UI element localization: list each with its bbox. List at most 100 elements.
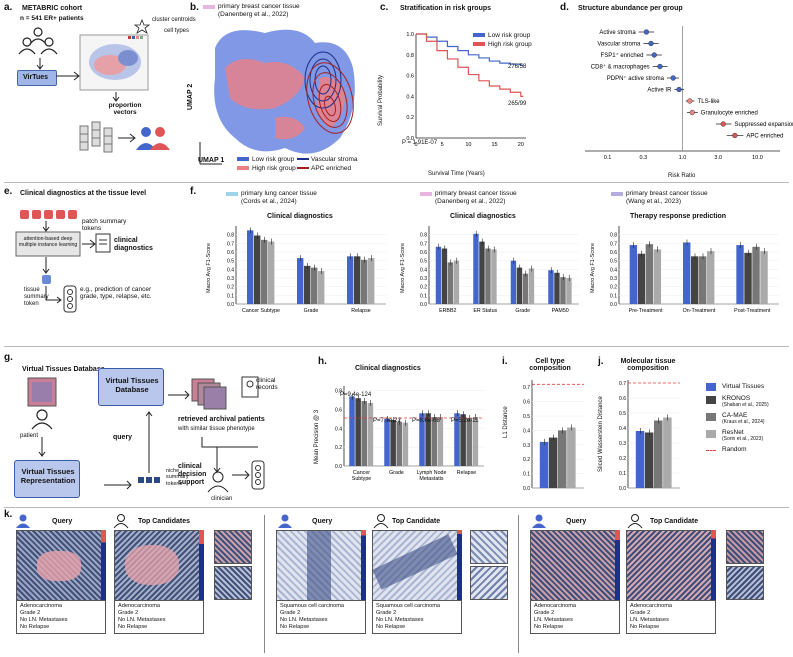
surv-legend-low-swatch <box>473 33 485 37</box>
surv-xlabel: Survival Time (Years) <box>428 171 485 177</box>
bar-kronos <box>644 432 654 488</box>
survival-line-high <box>416 33 524 97</box>
legend-apc-swatch <box>297 167 309 169</box>
retrieved-label: retrieved archival patients <box>178 416 265 423</box>
k2-query-caption: Squamous cell carcinoma Grade 2 No LN. Met… <box>276 600 366 634</box>
k1-c-line: No LN. Metastases <box>118 616 166 623</box>
legend-low-swatch <box>237 157 249 161</box>
x-tick-label: Lymph Node <box>417 470 447 476</box>
x-tick-label: 0.3 <box>639 155 647 161</box>
x-tick-label: Cancer Subtype <box>242 308 280 314</box>
k2-c-line: Grade 2 <box>376 609 397 616</box>
bar-ca-mae <box>752 246 760 304</box>
bar-resnet <box>368 258 375 304</box>
records-label: clinical records <box>256 377 278 392</box>
i-bar-chart: 0.0 0.1 0.2 0.3 0.4 0.5 0.6 0.7 <box>523 380 584 492</box>
legend-camae: CA-MAE <box>722 412 748 419</box>
umap-axes-arrows <box>199 142 222 165</box>
x-tick-label: 20 <box>518 142 524 148</box>
x-tick-label: Grade <box>389 470 404 476</box>
bar-resnet <box>367 402 374 466</box>
f1-title: Clinical diagnostics <box>267 213 333 220</box>
bar-ca-mae <box>261 239 268 304</box>
bar-virtual-tissues <box>736 245 744 304</box>
legend-resnet-swatch <box>706 430 716 438</box>
bar-kronos <box>554 272 560 304</box>
candidate-patient-icon <box>627 514 643 529</box>
k1-cand2-tissue <box>214 530 252 564</box>
bar-kronos <box>254 235 261 304</box>
panel-e-title: Clinical diagnostics at the tissue level <box>20 190 147 197</box>
y-tick-label: 0.6 <box>523 400 530 406</box>
k3-cand2-tissue <box>726 530 764 564</box>
f2-bar-chart: 0.0 0.1 0.2 0.3 0.4 0.5 0.6 0.7 0.8 ERBB2 ER Statu… <box>420 226 579 314</box>
y-tick-label: 0.2 <box>406 115 414 121</box>
bar-resnet <box>653 249 662 304</box>
decision-label: clinical decision support <box>178 463 207 487</box>
structure-label: Vascular stroma <box>597 42 641 48</box>
k3-cand-tissue <box>626 530 712 602</box>
k1-q-line: Adenocarcinoma <box>20 603 62 609</box>
bar-virtual-tissues <box>510 260 517 304</box>
h-pval-1: P=7.0e-22 <box>373 418 401 424</box>
y-tick-label: 0.6 <box>335 408 342 414</box>
bar-ca-mae <box>361 259 368 304</box>
y-tick-label: 0.4 <box>619 426 626 432</box>
y-tick-label: 0.2 <box>523 457 530 463</box>
bar-kronos <box>516 267 523 304</box>
y-tick-label: 0.5 <box>610 259 617 265</box>
y-tick-label: 0.3 <box>523 443 530 449</box>
bar-virtual-tissues <box>539 441 549 488</box>
k3-query-title: Query <box>566 518 587 525</box>
legend-high-swatch <box>237 166 249 170</box>
bar-virtual-tissues <box>435 246 442 304</box>
y-tick-label: 0.3 <box>610 276 617 282</box>
k3-c-line: Grade 2 <box>630 609 651 616</box>
panel-i-label: i. <box>502 356 508 367</box>
panel-d-title: Structure abundance per group <box>578 5 683 12</box>
structure-label: PDPN⁺ active stroma <box>607 75 665 82</box>
legend-kronos: KRONOS <box>722 395 751 402</box>
k1-query-bar <box>101 530 106 600</box>
structure-label: Active stroma <box>599 30 636 36</box>
cohort-title: METABRIC cohort <box>22 5 83 12</box>
y-tick-label: 0.2 <box>335 445 342 451</box>
legend-camae-cite: (Kraus et al., 2024) <box>722 419 765 425</box>
survival-line-low <box>416 33 524 66</box>
panel-h-title: Clinical diagnostics <box>355 365 421 372</box>
risk-ratio-point <box>720 121 726 127</box>
y-tick-label: 0.0 <box>610 302 617 308</box>
y-tick-label: 0.4 <box>227 267 234 273</box>
bar-ca-mae <box>431 417 438 466</box>
f1-cite: (Cords et al., 2024) <box>241 198 297 205</box>
k2-c-line: No Relapse <box>376 623 406 630</box>
y-tick-label: 0.0 <box>335 464 342 470</box>
bar-virtual-tissues <box>247 230 254 304</box>
bar-resnet <box>453 260 460 304</box>
legend-random: Random <box>722 446 747 453</box>
representation-box: Virtual Tissues Representation <box>14 460 80 498</box>
arrow-down-icon <box>36 58 44 70</box>
y-tick-label: 0.0 <box>619 486 626 492</box>
k3-c-line: LN. Metastases <box>630 616 669 623</box>
y-tick-label: 0.1 <box>610 293 617 299</box>
structure-label: Granulocyte enriched <box>701 111 758 117</box>
k3-cand-title: Top Candidate <box>650 518 699 525</box>
k2-cand2-tissue <box>470 530 508 564</box>
divider <box>4 346 789 347</box>
legend-resnet-cite: (Sorin et al., 2023) <box>722 436 764 442</box>
legend-kronos-cite: (Shaban et al., 2025) <box>722 402 769 408</box>
k2-cand3-tissue <box>470 566 508 600</box>
bar-virtual-tissues <box>635 431 645 488</box>
bar-kronos <box>425 413 431 466</box>
k1-query-tissue <box>16 530 102 602</box>
k1-cand-bar <box>199 530 204 600</box>
k3-q-line: LN. Metastases <box>534 616 573 623</box>
y-tick-label: 0.6 <box>406 74 414 80</box>
legend-resnet: ResNet <box>722 429 744 436</box>
y-tick-label: 0.8 <box>610 233 617 239</box>
k2-q-line: Grade 2 <box>280 609 301 616</box>
y-tick-label: 0.3 <box>420 276 427 282</box>
x-tick-label: Subtype <box>352 476 371 482</box>
